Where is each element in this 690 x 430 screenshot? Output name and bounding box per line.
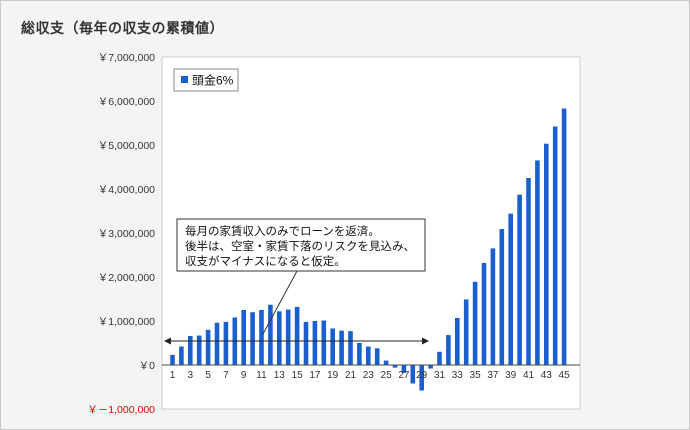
bar-year-36 — [481, 262, 487, 365]
legend-swatch — [181, 76, 188, 83]
y-tick-label: ￥7,000,000 — [98, 52, 155, 64]
x-tick-label: 7 — [223, 370, 229, 381]
x-tick-label: 11 — [256, 370, 267, 381]
y-tick-label: ￥1,000,000 — [98, 316, 155, 328]
bar-year-26 — [392, 365, 398, 368]
bar-year-21 — [348, 331, 353, 365]
x-tick-label: 19 — [327, 370, 339, 381]
y-tick-label: ￥6,000,000 — [98, 96, 155, 108]
bar-year-43 — [544, 143, 549, 365]
bar-year-29 — [419, 365, 424, 391]
legend: 頭金6% — [173, 68, 239, 92]
bar-year-39 — [508, 213, 513, 365]
y-axis-ticks: ￥－1,000,000 ￥0 ￥1,000,000 ￥2,000,000 ￥3,000,… — [87, 52, 155, 416]
bar-year-27 — [401, 365, 407, 373]
x-tick-label: 25 — [381, 370, 393, 381]
x-tick-label: 37 — [487, 370, 499, 381]
x-tick-label: 9 — [241, 370, 247, 381]
x-tick-label: 1 — [170, 370, 176, 381]
legend-label: 頭金6% — [192, 73, 234, 88]
x-tick-label: 13 — [274, 370, 286, 381]
y-tick-label: ￥－1,000,000 — [87, 404, 155, 416]
bar-year-30 — [428, 365, 433, 369]
bar-year-32 — [446, 335, 451, 365]
bar-year-2 — [179, 346, 184, 365]
bar-year-45 — [561, 108, 567, 365]
chart-title: 総収支（毎年の収支の累積値） — [21, 20, 224, 36]
bar-year-16 — [303, 321, 309, 365]
bar-year-12 — [268, 304, 273, 365]
callout-line-3: 収支がマイナスになると仮定。 — [185, 254, 346, 268]
bar-year-28 — [410, 365, 416, 384]
y-tick-label: ￥2,000,000 — [98, 272, 155, 284]
bars — [170, 108, 567, 391]
callout-pointer — [262, 270, 298, 335]
bar-year-19 — [330, 328, 335, 365]
bar-year-18 — [321, 320, 327, 365]
bar-year-24 — [374, 348, 380, 365]
bar-year-25 — [383, 360, 389, 365]
range-arrow — [164, 337, 429, 345]
x-tick-label: 21 — [345, 370, 357, 381]
bar-year-37 — [490, 248, 496, 365]
legend-box — [173, 68, 239, 92]
x-axis-ticks: 1 3 5 7 9 11 13 15 17 19 21 23 25 27 29 31 33 35 37 39 41 43 4… — [170, 370, 570, 381]
bar-year-22 — [357, 343, 362, 365]
x-tick-label: 33 — [452, 370, 464, 381]
x-tick-label: 31 — [434, 370, 446, 381]
bar-year-20 — [339, 330, 344, 365]
bar-year-42 — [535, 160, 540, 365]
bar-year-4 — [196, 335, 202, 365]
bar-year-31 — [437, 351, 442, 365]
bar-year-35 — [472, 281, 478, 365]
bar-year-7 — [223, 321, 229, 365]
x-tick-label: 27 — [398, 370, 410, 381]
bar-year-17 — [312, 321, 318, 365]
bar-year-6 — [214, 322, 220, 365]
bar-year-14 — [285, 309, 291, 365]
y-tick-label: ￥5,000,000 — [98, 140, 155, 152]
bar-year-40 — [517, 194, 522, 365]
x-tick-label: 39 — [505, 370, 517, 381]
bar-year-41 — [526, 178, 531, 365]
bar-year-9 — [241, 310, 246, 365]
x-tick-label: 45 — [559, 370, 571, 381]
bar-year-38 — [499, 229, 505, 365]
bar-year-33 — [455, 317, 460, 365]
callout-line-2: 後半は、空室・家賃下落のリスクを見込み、 — [185, 239, 415, 253]
bar-year-5 — [205, 329, 211, 365]
y-tick-label: ￥4,000,000 — [98, 184, 155, 196]
callout-box — [176, 218, 426, 272]
bar-year-23 — [366, 346, 371, 365]
x-tick-label: 5 — [205, 370, 211, 381]
y-tick-label: ￥0 — [139, 360, 155, 372]
x-tick-label: 17 — [309, 370, 321, 381]
x-tick-label: 29 — [416, 370, 428, 381]
bar-year-11 — [259, 310, 264, 365]
bar-year-13 — [277, 311, 282, 365]
x-tick-label: 43 — [541, 370, 553, 381]
y-tick-label: ￥3,000,000 — [98, 228, 155, 240]
bar-year-3 — [188, 335, 193, 365]
x-tick-label: 35 — [470, 370, 482, 381]
x-tick-label: 3 — [188, 370, 194, 381]
bar-year-10 — [250, 312, 255, 365]
bar-year-1 — [170, 354, 175, 365]
bar-year-44 — [552, 126, 558, 366]
bar-year-15 — [294, 306, 300, 365]
bar-year-34 — [463, 299, 469, 365]
x-tick-label: 15 — [292, 370, 304, 381]
callout-line-1: 毎月の家賃収入のみでローンを返済。 — [185, 224, 380, 238]
x-tick-label: 41 — [523, 370, 535, 381]
x-tick-label: 23 — [363, 370, 375, 381]
callout: 毎月の家賃収入のみでローンを返済。 後半は、空室・家賃下落のリスクを見込み、 収… — [176, 218, 426, 335]
